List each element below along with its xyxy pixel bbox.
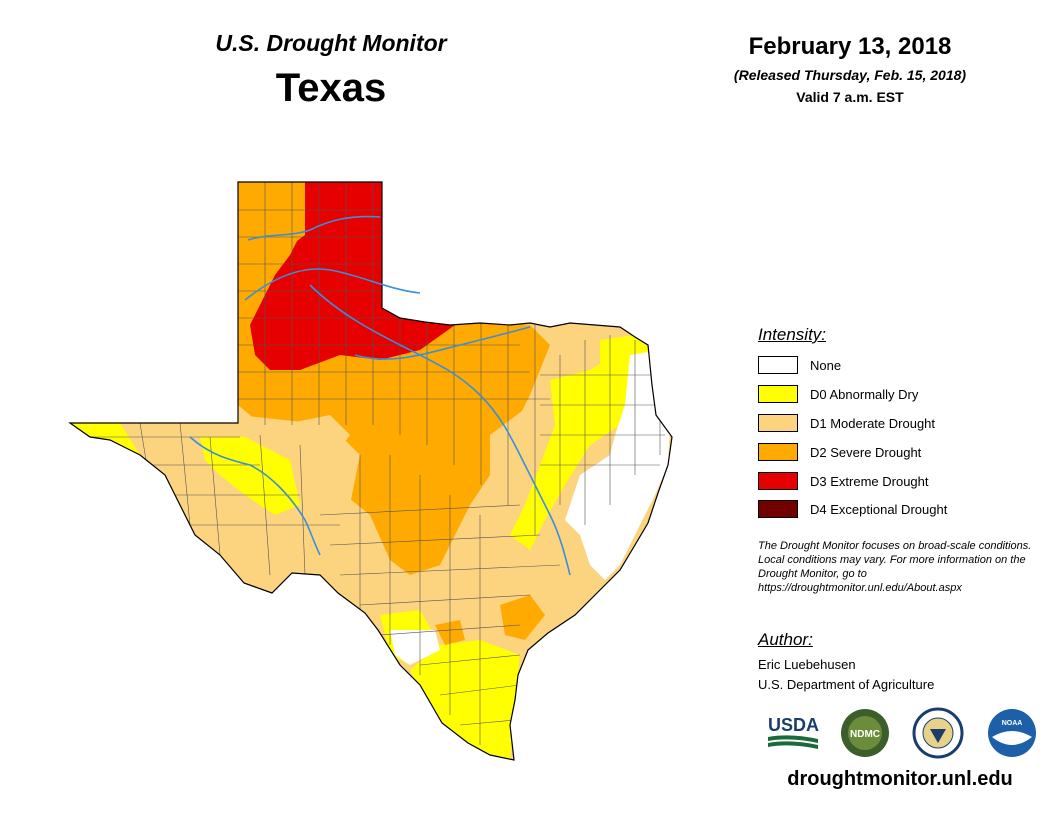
legend-swatch (758, 385, 798, 403)
legend-label: D2 Severe Drought (810, 445, 922, 460)
author-org: U.S. Department of Agriculture (758, 677, 935, 692)
footer-url[interactable]: droughtmonitor.unl.edu (787, 768, 1013, 790)
legend-label: D0 Abnormally Dry (810, 387, 919, 402)
legend-swatch (758, 414, 798, 432)
legend-title: Intensity: (758, 325, 827, 344)
legend-label: D3 Extreme Drought (810, 474, 929, 489)
texas-drought-map (68, 181, 673, 761)
ndmc-logo-text: NDMC (850, 729, 880, 740)
usda-logo-text: USDA (768, 715, 819, 735)
disclaimer-note: The Drought Monitor focuses on broad-sca… (758, 540, 1032, 594)
noaa-logo: NOAA (988, 709, 1036, 757)
legend-swatch (758, 356, 798, 374)
valid-time: Valid 7 a.m. EST (796, 89, 904, 105)
noaa-logo-text: NOAA (1002, 720, 1023, 727)
usda-logo: USDA (768, 715, 819, 749)
legend-label: D4 Exceptional Drought (810, 502, 948, 517)
legend-swatch (758, 443, 798, 461)
partner-logos: USDA NDMC NOAA (768, 707, 1036, 759)
legend-label: None (810, 358, 842, 373)
doc-seal-logo (912, 707, 964, 759)
legend-swatch (758, 500, 798, 518)
legend-swatch (758, 472, 798, 490)
map-subtitle: U.S. Drought Monitor (215, 30, 447, 56)
legend-label: D1 Moderate Drought (810, 416, 936, 431)
map-title: Texas (275, 66, 387, 110)
author-name: Eric Luebehusen (758, 657, 856, 672)
map-date: February 13, 2018 (748, 33, 952, 60)
author-title: Author: (758, 630, 813, 649)
ndmc-logo: NDMC (841, 709, 889, 757)
release-date: (Released Thursday, Feb. 15, 2018) (733, 67, 967, 83)
